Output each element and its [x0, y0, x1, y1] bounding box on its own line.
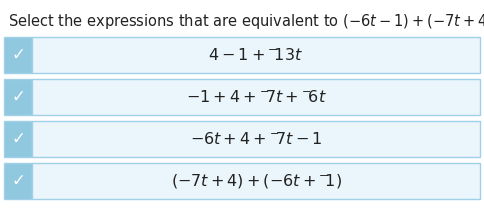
Text: ✓: ✓: [11, 88, 25, 106]
Text: $(-7t + 4) + (-6t + {}^{-\!\!}1)$: $(-7t + 4) + (-6t + {}^{-\!\!}1)$: [170, 172, 342, 190]
Bar: [32, 121, 480, 157]
Bar: [4, 37, 32, 73]
Text: Select the expressions that are equivalent to $(-6t - 1) + (-7t + 4).$: Select the expressions that are equivale…: [8, 12, 484, 31]
Text: ✓: ✓: [11, 172, 25, 190]
Bar: [4, 121, 32, 157]
Text: $4 - 1 + {}^{-\!\!}13t$: $4 - 1 + {}^{-\!\!}13t$: [209, 47, 303, 63]
Text: ✓: ✓: [11, 130, 25, 148]
Bar: [4, 79, 32, 115]
Text: $-6t + 4 + {}^{-\!\!}7t - 1$: $-6t + 4 + {}^{-\!\!}7t - 1$: [190, 131, 322, 147]
Text: ✓: ✓: [11, 46, 25, 64]
Bar: [32, 79, 480, 115]
Bar: [32, 37, 480, 73]
Text: $-1 + 4 + {}^{-\!\!}7t + {}^{-\!\!}6t$: $-1 + 4 + {}^{-\!\!}7t + {}^{-\!\!}6t$: [185, 89, 326, 105]
Bar: [4, 163, 32, 199]
Bar: [32, 163, 480, 199]
